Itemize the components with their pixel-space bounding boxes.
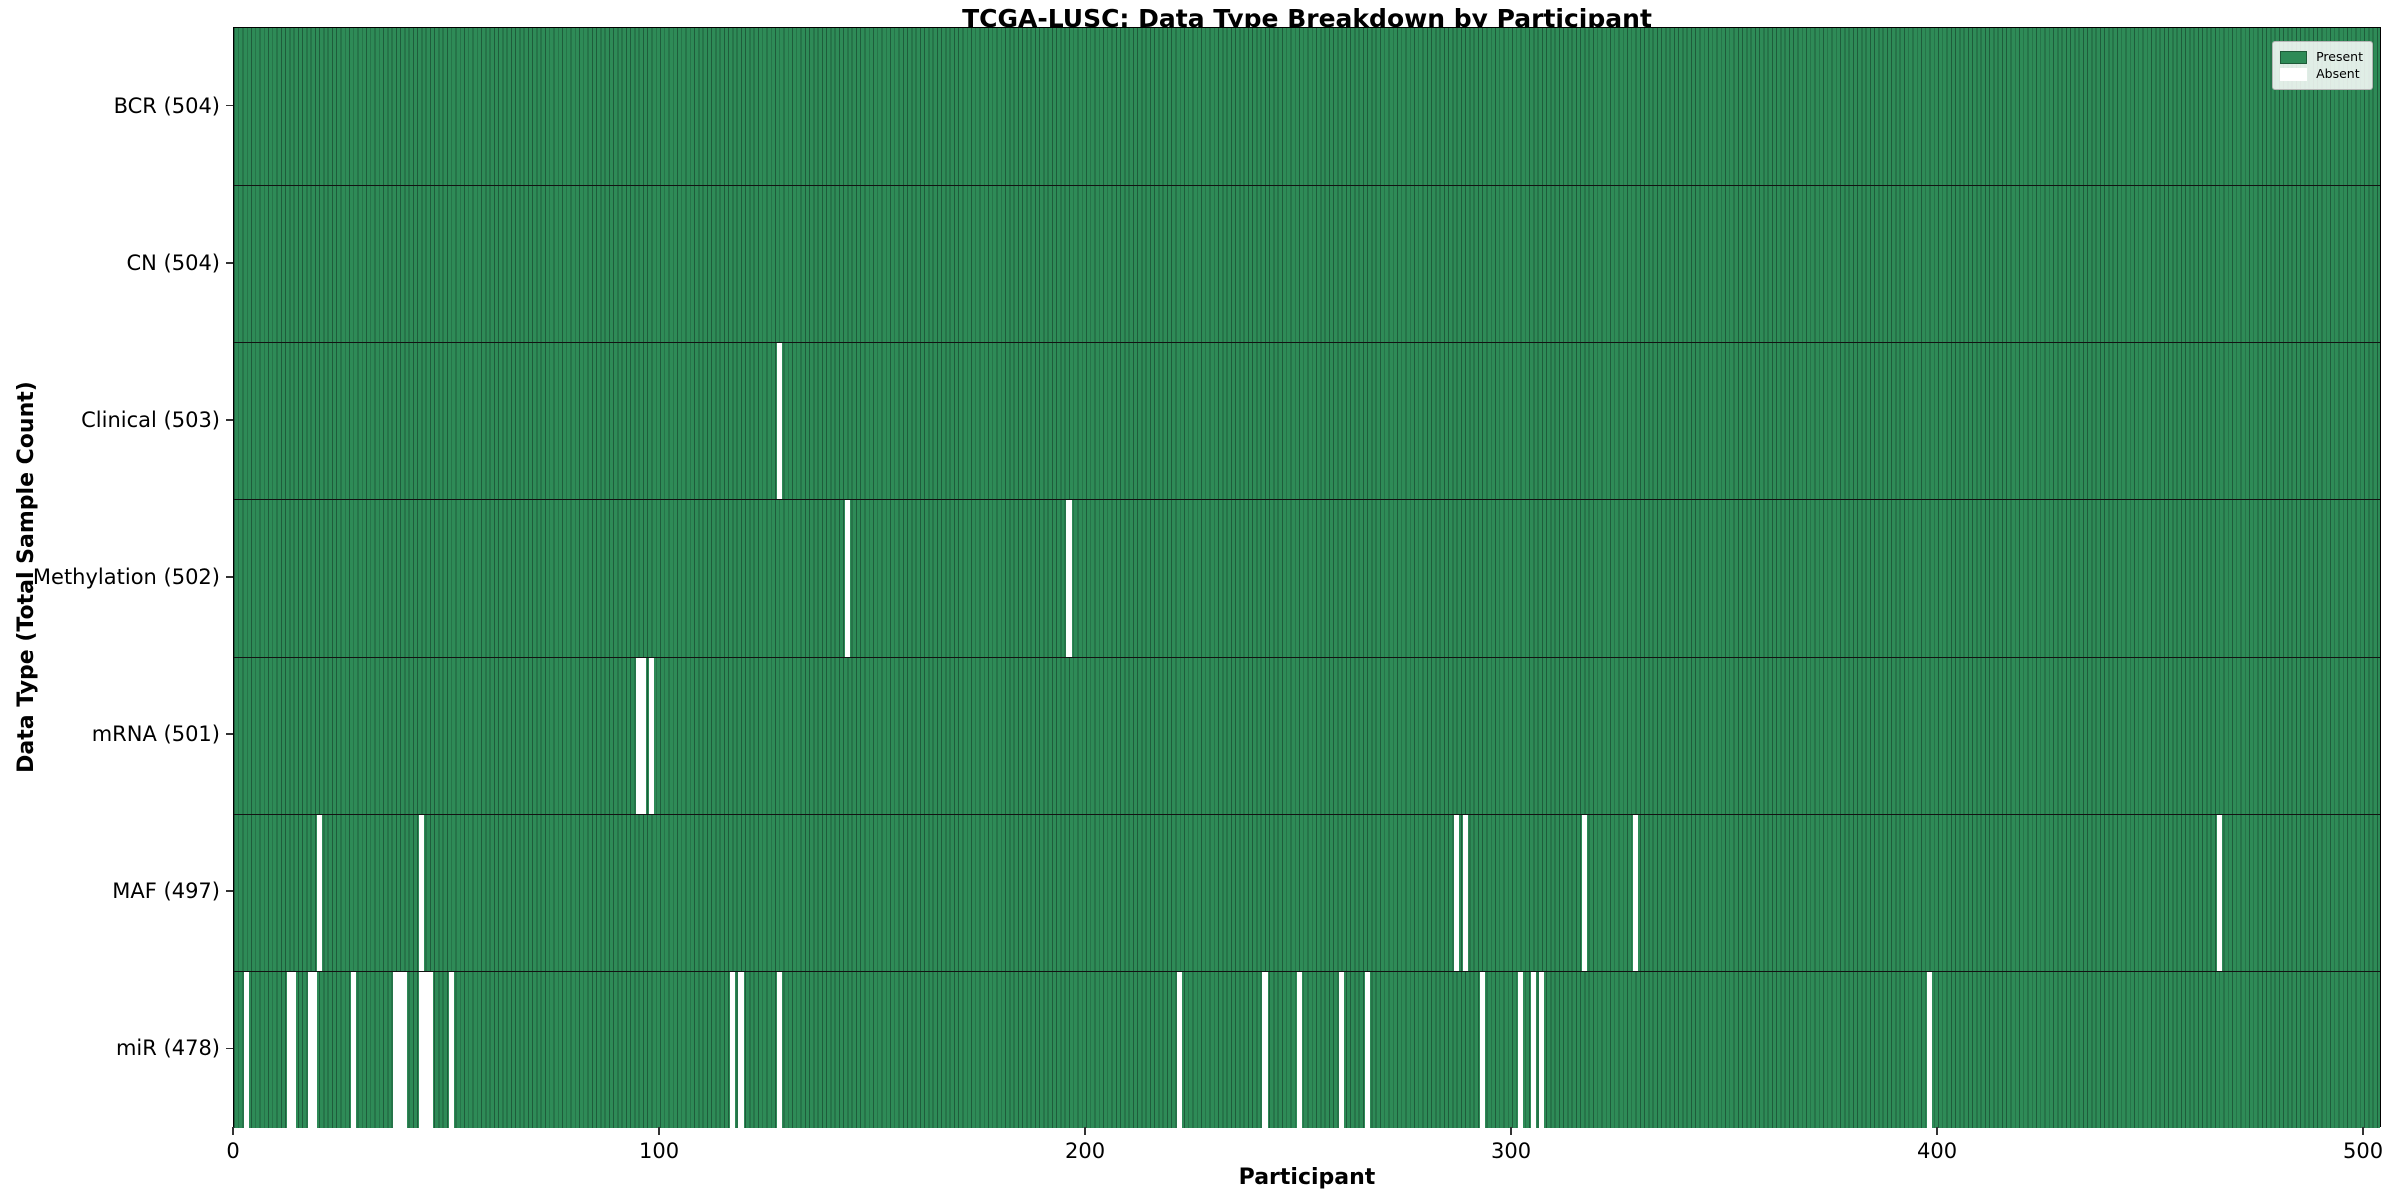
x-axis-label: Participant xyxy=(1238,1165,1376,1190)
absent-stripe xyxy=(738,971,744,1128)
absent-stripe xyxy=(1518,971,1524,1128)
absent-stripe xyxy=(427,971,433,1128)
x-tick-label-200: 200 xyxy=(1064,1139,1106,1163)
legend-item-absent: Absent xyxy=(2280,67,2363,81)
absent-stripe xyxy=(312,971,318,1128)
x-tick-label-300: 300 xyxy=(1491,1139,1532,1163)
legend-swatch-absent xyxy=(2280,67,2308,81)
x-tick-mark xyxy=(1510,1127,1512,1135)
absent-stripe xyxy=(1454,814,1460,971)
x-tick-mark xyxy=(1936,1127,1938,1135)
absent-stripe xyxy=(393,971,399,1128)
absent-stripe xyxy=(1177,971,1183,1128)
x-tick-label-500: 500 xyxy=(2343,1139,2384,1163)
row-band-bcr xyxy=(234,28,2380,186)
y-tick-label-cn: CN (504) xyxy=(126,250,220,275)
y-tick-mark xyxy=(226,576,233,578)
absent-stripe xyxy=(397,971,403,1128)
absent-stripe xyxy=(448,971,454,1128)
row-band-mir xyxy=(234,970,2380,1128)
absent-stripe xyxy=(286,971,292,1128)
absent-stripe xyxy=(1530,971,1536,1128)
row-band-maf xyxy=(234,813,2380,971)
absent-stripe xyxy=(308,971,314,1128)
absent-stripe xyxy=(776,971,782,1128)
absent-stripe xyxy=(640,657,646,814)
absent-stripe xyxy=(1339,971,1345,1128)
y-tick-mark xyxy=(226,890,233,893)
x-tick-mark xyxy=(232,1127,234,1135)
y-tick-label-mrna: mRNA (501) xyxy=(91,722,220,747)
legend-swatch-present xyxy=(2280,50,2308,64)
plot-area xyxy=(233,27,2381,1128)
y-tick-label-methylation: Methylation (502) xyxy=(32,565,220,589)
legend-label: Present xyxy=(2316,49,2363,64)
y-tick-label-bcr: BCR (504) xyxy=(113,93,220,118)
absent-stripe xyxy=(1479,971,1485,1128)
legend-label: Absent xyxy=(2316,66,2360,81)
y-tick-mark xyxy=(226,419,233,421)
absent-stripe xyxy=(1633,814,1639,971)
x-tick-mark xyxy=(2362,1127,2364,1135)
y-tick-label-mir: miR (478) xyxy=(115,1036,220,1061)
y-tick-label-maf: MAF (497) xyxy=(112,879,220,904)
absent-stripe xyxy=(1066,500,1072,657)
absent-stripe xyxy=(729,971,735,1128)
absent-stripe xyxy=(1539,971,1545,1128)
absent-stripe xyxy=(776,343,782,500)
x-tick-mark xyxy=(1084,1127,1086,1135)
x-tick-label-100: 100 xyxy=(638,1139,680,1163)
absent-stripe xyxy=(401,971,407,1128)
absent-stripe xyxy=(1364,971,1370,1128)
absent-stripe xyxy=(1296,971,1302,1128)
absent-stripe xyxy=(244,971,250,1128)
y-tick-mark xyxy=(226,733,233,735)
absent-stripe xyxy=(1581,814,1588,971)
x-tick-label-0: 0 xyxy=(226,1139,240,1163)
row-band-methylation xyxy=(234,499,2380,657)
row-band-mrna xyxy=(234,656,2380,814)
absent-stripe xyxy=(1927,971,1933,1128)
absent-stripe xyxy=(418,814,424,971)
legend-item-present: Present xyxy=(2280,50,2363,64)
y-tick-mark xyxy=(226,104,233,107)
row-band-cn xyxy=(234,185,2380,343)
row-band-clinical xyxy=(234,342,2380,500)
absent-stripe xyxy=(1462,814,1468,971)
absent-stripe xyxy=(350,971,356,1128)
legend: Present Absent xyxy=(2272,41,2373,90)
x-tick-mark xyxy=(658,1127,660,1135)
absent-stripe xyxy=(291,971,297,1128)
absent-stripe xyxy=(1262,971,1268,1128)
y-tick-mark xyxy=(226,261,233,264)
absent-stripe xyxy=(844,500,850,657)
y-tick-label-clinical: Clinical (503) xyxy=(81,407,220,432)
absent-stripe xyxy=(636,657,642,814)
absent-stripe xyxy=(2216,814,2222,971)
absent-stripe xyxy=(648,657,655,814)
absent-stripe xyxy=(418,971,424,1128)
absent-stripe xyxy=(316,814,322,971)
y-tick-mark xyxy=(226,1047,233,1050)
x-tick-label-400: 400 xyxy=(1917,1139,1958,1163)
absent-stripe xyxy=(423,971,429,1128)
